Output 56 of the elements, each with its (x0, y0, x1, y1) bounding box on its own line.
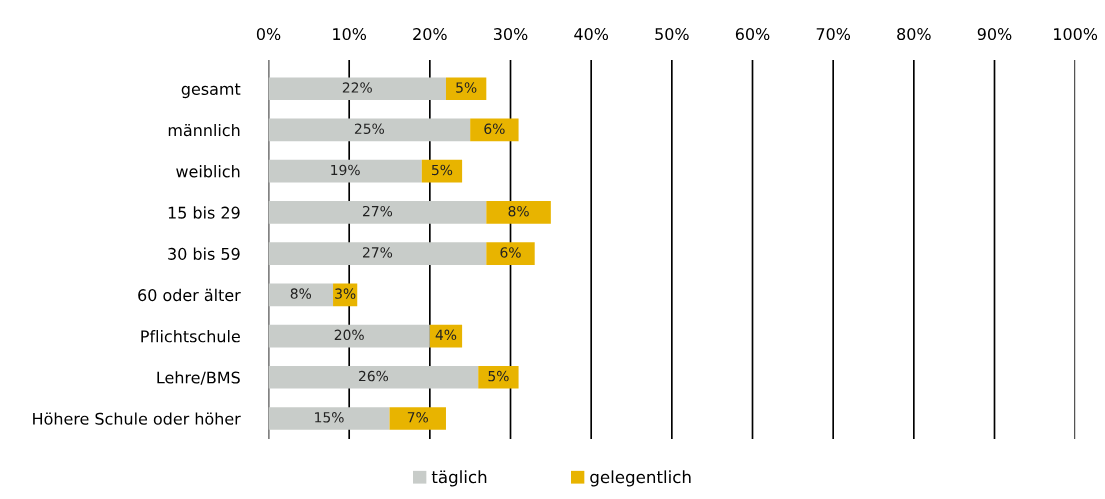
data-label: 3% (335, 288, 356, 299)
x-tick-label: 30% (493, 28, 528, 41)
data-label: 22% (342, 82, 372, 93)
bar (268, 283, 334, 307)
y-tick-label: 30 bis 59 (168, 247, 240, 260)
data-label: 6% (500, 247, 521, 258)
x-tick-label: 60% (735, 28, 770, 41)
y-tick-label: Höhere Schule oder höher (33, 412, 241, 425)
data-label: 26% (358, 370, 389, 382)
x-tick-label: 20% (413, 28, 447, 41)
y-tick-label: weiblich (176, 165, 240, 178)
bar (470, 118, 519, 142)
x-tick-label: 80% (897, 28, 931, 41)
x-tick-label: 50% (655, 28, 689, 41)
bar (268, 324, 430, 348)
bar (268, 159, 422, 183)
y-tick-label: männlich (168, 123, 240, 137)
legend-label: gelegentlich (590, 470, 691, 487)
data-label: 27% (363, 247, 393, 258)
x-tick-label: 70% (816, 28, 851, 41)
data-label: 15% (315, 412, 344, 423)
y-tick-label: 60 oder älter (138, 288, 241, 302)
data-label: 5% (432, 164, 453, 176)
bar (478, 365, 519, 389)
bar (486, 242, 535, 265)
data-label: 4% (435, 329, 457, 341)
x-tick-label: 100% (1054, 28, 1098, 41)
y-tick-label: gesamt (181, 83, 241, 99)
bar (445, 77, 487, 101)
data-label: 8% (290, 288, 312, 299)
bar (268, 407, 390, 430)
bar (486, 201, 551, 224)
data-label: 5% (456, 82, 477, 93)
bar (268, 242, 487, 265)
bar (268, 365, 479, 389)
x-tick-label: 40% (574, 28, 609, 41)
bar (268, 77, 446, 101)
y-tick-label: 15 bis 29 (168, 206, 240, 219)
data-label: 19% (331, 164, 360, 176)
bar (268, 201, 487, 224)
x-tick-label: 0% (256, 28, 281, 41)
data-label: 8% (508, 205, 529, 217)
x-tick-label: 90% (977, 28, 1012, 41)
bar (421, 159, 463, 183)
y-tick-label: Lehre/BMS (157, 371, 240, 385)
bar (268, 118, 471, 142)
data-label: 27% (363, 205, 393, 217)
data-label: 25% (354, 123, 385, 134)
bar (389, 407, 446, 430)
x-tick-label: 10% (333, 28, 367, 41)
data-label: 6% (484, 123, 505, 134)
data-label: 7% (407, 412, 428, 423)
legend-label: täglich (431, 470, 487, 487)
y-tick-label: Pflichtschule (141, 330, 240, 343)
data-label: 20% (334, 329, 364, 341)
data-label: 5% (488, 370, 509, 382)
